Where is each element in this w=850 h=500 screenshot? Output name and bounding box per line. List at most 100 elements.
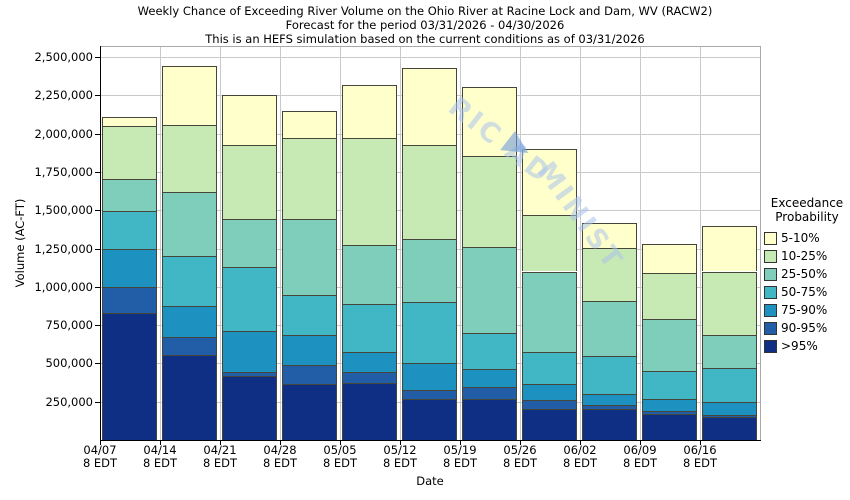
bar-segment: [162, 125, 217, 192]
bar-segment: [222, 266, 277, 332]
bar-segment: [222, 371, 277, 376]
bar-segment: [342, 84, 397, 139]
x-axis-spine: [100, 440, 761, 441]
bar-segment: [402, 398, 457, 440]
legend-label: >95%: [781, 339, 818, 353]
bar-segment: [642, 319, 697, 372]
legend-swatch: [764, 303, 777, 317]
legend-entry: >95%: [764, 337, 850, 355]
bar-segment: [102, 312, 157, 440]
bar-segment: [522, 148, 577, 215]
bar-segment: [282, 219, 337, 296]
legend-entry: 90-95%: [764, 319, 850, 337]
x-tick-mark: [340, 440, 341, 445]
bar-segment: [342, 244, 397, 305]
bar-segment: [402, 390, 457, 399]
bar-segment: [102, 249, 157, 287]
bar-segment: [342, 371, 397, 384]
gridline-v: [280, 46, 281, 440]
bar-segment: [222, 331, 277, 372]
x-tick-mark: [580, 440, 581, 445]
y-tick-mark: [95, 248, 100, 250]
gridline-v: [520, 46, 521, 440]
y-tick-label: 2,000,000: [34, 126, 93, 141]
x-tick-label: 06/02 8 EDT: [562, 443, 598, 470]
bar-segment: [582, 247, 637, 301]
bar-segment: [342, 351, 397, 372]
bar-segment: [582, 409, 637, 440]
legend-entries: 5-10% 10-25% 25-50% 50-75% 75-90% 90-95% >95%: [764, 229, 850, 355]
bar-segment: [282, 364, 337, 384]
gridline-h: [100, 57, 760, 58]
y-tick-mark: [95, 57, 100, 58]
plot-frame-right: [760, 46, 761, 440]
bar-segment: [222, 145, 277, 219]
bar-segment: [702, 368, 757, 402]
bar-segment: [522, 271, 577, 352]
x-tick-mark: [280, 440, 281, 445]
bar-segment: [462, 247, 517, 333]
bar-segment: [642, 414, 697, 440]
chart-title-line3: This is an HEFS simulation based on the …: [205, 32, 645, 46]
x-tick-label: 04/07 8 EDT: [82, 443, 118, 470]
gridline-v: [400, 46, 401, 440]
bar-segment: [222, 218, 277, 267]
bar-segment: [522, 400, 577, 410]
x-tick-mark: [400, 440, 401, 445]
legend-entry: 50-75%: [764, 283, 850, 301]
x-tick-mark: [700, 440, 701, 445]
y-tick-mark: [95, 325, 100, 327]
bar-segment: [522, 409, 577, 440]
bar-segment: [582, 404, 637, 410]
bar-segment: [462, 86, 517, 156]
bar-segment: [642, 243, 697, 273]
gridline-v: [460, 46, 461, 440]
y-axis-spine: [100, 46, 101, 441]
legend-label: 5-10%: [781, 231, 820, 245]
bar-segment: [222, 375, 277, 440]
x-tick-label: 05/26 8 EDT: [502, 443, 538, 470]
bar-segment: [402, 363, 457, 391]
legend-label: 10-25%: [781, 249, 828, 263]
legend-label: 25-50%: [781, 267, 828, 281]
bar-segment: [402, 302, 457, 364]
bar-segment: [702, 335, 757, 368]
x-tick-mark: [640, 440, 641, 445]
bar-segment: [582, 300, 637, 356]
bar-segment: [222, 94, 277, 146]
legend-swatch: [764, 285, 777, 299]
y-tick-label: 1,500,000: [34, 203, 93, 218]
x-tick-label: 05/12 8 EDT: [382, 443, 418, 470]
y-tick-mark: [95, 286, 100, 288]
gridline-v: [700, 46, 701, 440]
x-tick-mark: [460, 440, 461, 445]
x-tick-label: 05/19 8 EDT: [442, 443, 478, 470]
y-tick-mark: [95, 210, 100, 212]
y-tick-mark: [95, 171, 100, 173]
bar-segment: [282, 335, 337, 365]
x-tick-label: 04/14 8 EDT: [142, 443, 178, 470]
legend-swatch: [764, 231, 777, 245]
legend-swatch: [764, 321, 777, 335]
bar-segment: [102, 125, 157, 179]
bar-segment: [642, 398, 697, 411]
bar-segment: [402, 145, 457, 239]
legend-label: 50-75%: [781, 285, 828, 299]
bar-segment: [282, 384, 337, 440]
bar-segment: [642, 273, 697, 319]
bar-segment: [402, 67, 457, 146]
gridline-v: [640, 46, 641, 440]
gridline-v: [220, 46, 221, 440]
bar-segment: [522, 384, 577, 401]
gridline-v: [340, 46, 341, 440]
bar-segment: [462, 398, 517, 440]
bar-segment: [342, 304, 397, 352]
y-tick-label: 1,250,000: [34, 241, 93, 256]
bar-segment: [462, 155, 517, 247]
plot-frame-top: [100, 46, 760, 47]
chart-title-line2: Forecast for the period 03/31/2026 - 04/…: [285, 18, 565, 32]
bar-segment: [162, 66, 217, 126]
legend-title-line1: Exceedance: [770, 196, 844, 210]
bar-segment: [162, 337, 217, 355]
